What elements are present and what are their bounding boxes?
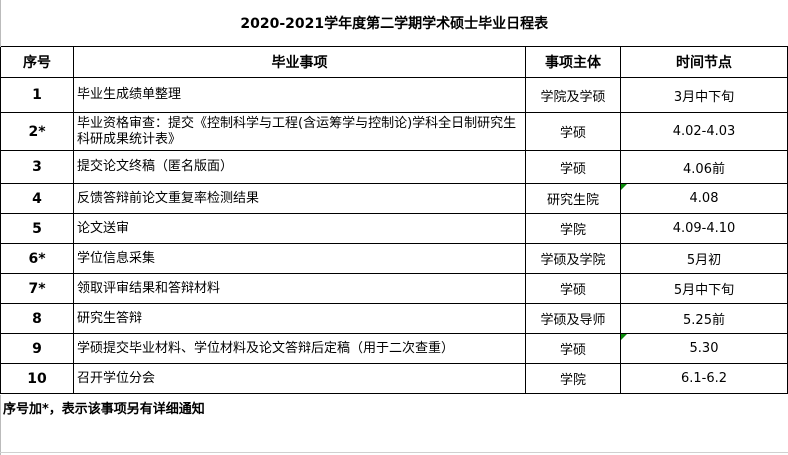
cell-time[interactable]: 3月中下旬 [620, 77, 788, 113]
cell-who[interactable]: 学院及学硕 [525, 77, 621, 113]
table-row: 7* 领取评审结果和答辩材料 学硕 5月中下旬 [0, 273, 788, 304]
table-row: 4 反馈答辩前论文重复率检测结果 研究生院 4.08 [0, 183, 788, 214]
cell-item[interactable]: 召开学位分会 [73, 363, 526, 394]
cell-no[interactable]: 2* [0, 112, 74, 151]
cell-no[interactable]: 3 [0, 150, 74, 184]
cell-no[interactable]: 8 [0, 303, 74, 334]
cell-time[interactable]: 5月初 [620, 243, 788, 274]
table-row: 3 提交论文终稿（匿名版面） 学硕 4.06前 [0, 150, 788, 184]
table-row: 6* 学位信息采集 学硕及学院 5月初 [0, 243, 788, 274]
comment-marker-icon[interactable] [621, 184, 627, 190]
cell-time[interactable]: 4.08 [620, 183, 788, 214]
cell-item[interactable]: 论文送审 [73, 213, 526, 244]
header-no[interactable]: 序号 [0, 46, 74, 78]
cell-no[interactable]: 1 [0, 77, 74, 113]
header-who[interactable]: 事项主体 [525, 46, 621, 78]
table-row: 8 研究生答辩 学硕及导师 5.25前 [0, 303, 788, 334]
cell-who[interactable]: 研究生院 [525, 183, 621, 214]
cell-who[interactable]: 学硕 [525, 112, 621, 151]
cell-item[interactable]: 反馈答辩前论文重复率检测结果 [73, 183, 526, 214]
cell-who[interactable]: 学硕及学院 [525, 243, 621, 274]
cell-item[interactable]: 毕业生成绩单整理 [73, 77, 526, 113]
cell-no[interactable]: 10 [0, 363, 74, 394]
cell-item[interactable]: 研究生答辩 [73, 303, 526, 334]
cell-who[interactable]: 学硕 [525, 273, 621, 304]
cell-item[interactable]: 毕业资格审查：提交《控制科学与工程(含运筹学与控制论)学科全日制研究生科研成果统… [73, 112, 526, 151]
cell-item[interactable]: 学位信息采集 [73, 243, 526, 274]
cell-no[interactable]: 9 [0, 333, 74, 364]
header-row: 序号 毕业事项 事项主体 时间节点 [0, 46, 788, 78]
cell-item[interactable]: 学硕提交毕业材料、学位材料及论文答辩后定稿（用于二次查重） [73, 333, 526, 364]
cell-no[interactable]: 5 [0, 213, 74, 244]
table-row: 1 毕业生成绩单整理 学院及学硕 3月中下旬 [0, 77, 788, 113]
cell-time[interactable]: 5月中下旬 [620, 273, 788, 304]
table-row: 5 论文送审 学院 4.09-4.10 [0, 213, 788, 244]
table-row: 2* 毕业资格审查：提交《控制科学与工程(含运筹学与控制论)学科全日制研究生科研成… [0, 112, 788, 151]
table-row: 9 学硕提交毕业材料、学位材料及论文答辩后定稿（用于二次查重） 学硕 5.30 [0, 333, 788, 364]
cell-no[interactable]: 6* [0, 243, 74, 274]
cell-no[interactable]: 7* [0, 273, 74, 304]
cell-who[interactable]: 学院 [525, 363, 621, 394]
cell-who[interactable]: 学硕 [525, 333, 621, 364]
cell-who[interactable]: 学院 [525, 213, 621, 244]
cell-time[interactable]: 5.30 [620, 333, 788, 364]
cell-time[interactable]: 5.25前 [620, 303, 788, 334]
comment-marker-icon[interactable] [621, 334, 627, 340]
cell-time[interactable]: 4.02-4.03 [620, 112, 788, 151]
cell-who[interactable]: 学硕及导师 [525, 303, 621, 334]
table-row: 10 召开学位分会 学院 6.1-6.2 [0, 363, 788, 394]
cell-who[interactable]: 学硕 [525, 150, 621, 184]
header-time[interactable]: 时间节点 [620, 46, 788, 78]
gridline [0, 395, 1, 455]
footnote[interactable]: 序号加*，表示该事项另有详细通知 [3, 402, 205, 417]
gridline [0, 452, 788, 453]
cell-item[interactable]: 领取评审结果和答辩材料 [73, 273, 526, 304]
table-title[interactable]: 2020-2021学年度第二学期学术硕士毕业日程表 [0, 0, 788, 47]
cell-time[interactable]: 4.09-4.10 [620, 213, 788, 244]
cell-item[interactable]: 提交论文终稿（匿名版面） [73, 150, 526, 184]
cell-time[interactable]: 6.1-6.2 [620, 363, 788, 394]
schedule-table: 2020-2021学年度第二学期学术硕士毕业日程表 序号 毕业事项 事项主体 时… [0, 0, 788, 394]
cell-time[interactable]: 4.06前 [620, 150, 788, 184]
cell-no[interactable]: 4 [0, 183, 74, 214]
header-item[interactable]: 毕业事项 [73, 46, 526, 78]
